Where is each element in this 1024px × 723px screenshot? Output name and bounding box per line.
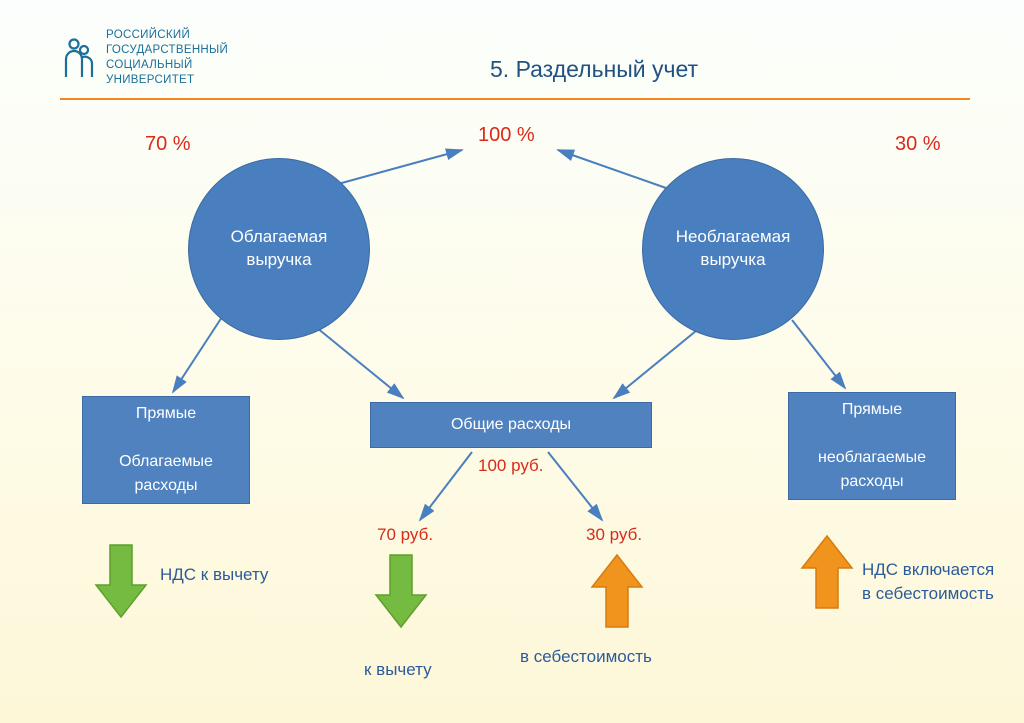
label-deduct: к вычету (364, 660, 432, 680)
money-70: 70 руб. (377, 525, 433, 545)
label-to-cost: в себестоимость (520, 647, 652, 667)
box-center-label: Общие расходы (451, 413, 571, 437)
box-left-label: Прямые Облагаемые расходы (89, 402, 243, 498)
circle-taxable: Облагаемая выручка (188, 158, 370, 340)
money-total: 100 руб. (478, 456, 544, 476)
arrow-green-down-left (96, 545, 146, 617)
connectors (0, 0, 1024, 723)
label-vat-to-cost: НДС включается в себестоимость (862, 558, 994, 606)
arrow-green-down-center (376, 555, 426, 627)
box-right-label: Прямые необлагаемые расходы (795, 398, 949, 494)
circle-taxable-label: Облагаемая выручка (231, 226, 328, 272)
label-vat-deduct: НДС к вычету (160, 565, 268, 585)
arrow-orange-up-center (592, 555, 642, 627)
circle-nontaxable: Необлагаемая выручка (642, 158, 824, 340)
circle-nontaxable-label: Необлагаемая выручка (676, 226, 791, 272)
box-right: Прямые необлагаемые расходы (788, 392, 956, 500)
box-left: Прямые Облагаемые расходы (82, 396, 250, 504)
arrow-orange-up-right (802, 536, 852, 608)
box-center: Общие расходы (370, 402, 652, 448)
money-30: 30 руб. (586, 525, 642, 545)
